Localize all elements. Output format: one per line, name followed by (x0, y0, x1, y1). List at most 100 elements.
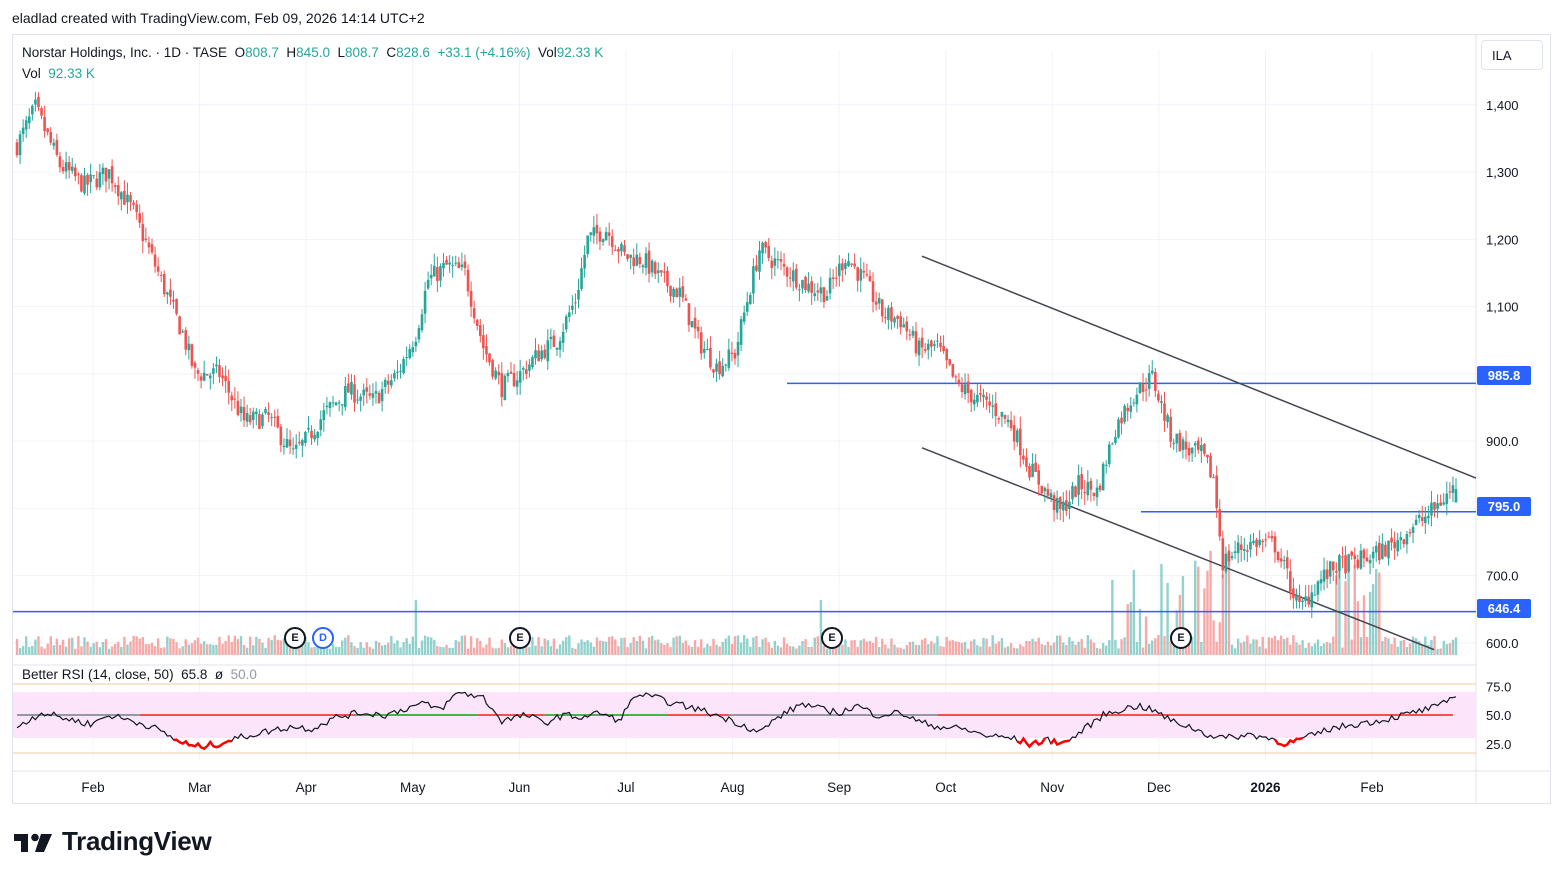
channel-lower-line[interactable] (921, 447, 1435, 651)
candle-body (976, 394, 979, 403)
candle-body (853, 263, 856, 267)
volume-bar (328, 648, 332, 655)
volume-bar (927, 644, 930, 655)
candle-body (1393, 542, 1396, 549)
candle-body (540, 350, 543, 360)
volume-bar (304, 637, 307, 655)
candle-body (279, 426, 283, 446)
volume-bar (792, 646, 795, 655)
candle-body (1126, 407, 1129, 412)
symbol-title[interactable]: Norstar Holdings, Inc. · 1D · TASE (22, 45, 228, 60)
volume-bar (1135, 641, 1139, 655)
volume-bar (163, 647, 166, 655)
volume-bar (1058, 635, 1062, 655)
candle-body (850, 263, 853, 265)
candle-body (334, 402, 338, 405)
volume-bar (113, 643, 117, 655)
candle-body (1031, 463, 1034, 477)
volume-bar (313, 646, 316, 655)
currency-button[interactable]: ILA (1481, 40, 1543, 70)
candle-body (1012, 425, 1016, 442)
volume-bar (543, 638, 546, 655)
volume-bar (718, 646, 721, 655)
earnings-event-icon[interactable]: E (1170, 627, 1192, 649)
candle-body (567, 312, 571, 318)
earnings-event-icon[interactable]: E (821, 627, 843, 649)
rsi-legend: Better RSI (14, close, 50) 65.8 ø 50.0 (22, 667, 257, 682)
channel-upper-line[interactable] (921, 255, 1477, 479)
volume-bar (595, 637, 599, 655)
tradingview-brand[interactable]: TradingView (14, 826, 212, 857)
rsi-name[interactable]: Better RSI (14, close, 50) (22, 667, 174, 682)
volume-bar (1022, 646, 1025, 655)
date-tick-label: Aug (721, 780, 745, 795)
candle-body (506, 373, 510, 377)
candle-body (1292, 588, 1295, 599)
volume-bar (963, 641, 967, 655)
volume-bar (1276, 640, 1280, 655)
volume-bar (525, 645, 528, 655)
earnings-event-icon[interactable]: E (284, 627, 306, 649)
volume-bar (1414, 638, 1418, 655)
volume-bar (1218, 622, 1221, 655)
volume-bar (623, 637, 626, 655)
earnings-event-icon[interactable]: E (509, 627, 531, 649)
volume-bar (1200, 642, 1203, 655)
volume-label[interactable]: Vol (22, 66, 41, 81)
candle-body (491, 360, 494, 377)
volume-bar (494, 648, 497, 655)
dividend-event-icon[interactable]: D (312, 627, 334, 649)
volume-bar (951, 640, 955, 655)
volume-bar (561, 640, 565, 655)
volume-bar (979, 646, 982, 655)
candle-body (469, 290, 473, 307)
candle-body (1209, 455, 1212, 478)
candle-body (972, 399, 976, 405)
date-tick-label: Jul (617, 780, 634, 795)
candle-body (1138, 382, 1142, 393)
candle-body (500, 373, 504, 398)
candle-body (1347, 554, 1350, 572)
candle-body (442, 262, 445, 269)
candle-body (273, 416, 277, 418)
volume-bar (607, 636, 611, 655)
candle-body (497, 371, 501, 376)
candle-body (629, 254, 632, 258)
rsi-tick-label: 25.0 (1486, 737, 1511, 752)
volume-bar (531, 637, 534, 655)
candle-body (1285, 557, 1289, 569)
candle-body (1141, 384, 1145, 393)
volume-bar (614, 639, 617, 655)
candle-body (874, 301, 878, 305)
candle-body (417, 328, 421, 340)
volume-bar (1408, 643, 1412, 655)
volume-bar (966, 648, 970, 655)
volume-bar (976, 645, 979, 655)
candle-body (460, 264, 464, 268)
volume-bar (1120, 639, 1123, 655)
volume-bar (49, 636, 52, 655)
candle-body (411, 347, 415, 353)
candle-body (1086, 481, 1090, 496)
candle-body (988, 401, 991, 406)
volume-bar (629, 643, 632, 655)
candle-body (1258, 539, 1261, 546)
volume-bar (383, 644, 387, 655)
date-tick-label: Dec (1147, 780, 1171, 795)
candle-body (859, 268, 863, 281)
candle-body (549, 336, 553, 340)
volume-bar (1178, 594, 1182, 655)
candle-body (795, 268, 798, 288)
candle-body (534, 350, 537, 359)
candle-body (1356, 559, 1360, 568)
volume-bar (838, 642, 841, 655)
candle-body (571, 305, 574, 310)
volume-bar (187, 644, 191, 655)
volume-bar (1417, 640, 1421, 655)
volume-bar (558, 644, 562, 655)
candle-body (135, 204, 138, 213)
candle-body (1451, 485, 1455, 493)
candle-body (205, 373, 209, 376)
volume-bar (291, 645, 295, 655)
